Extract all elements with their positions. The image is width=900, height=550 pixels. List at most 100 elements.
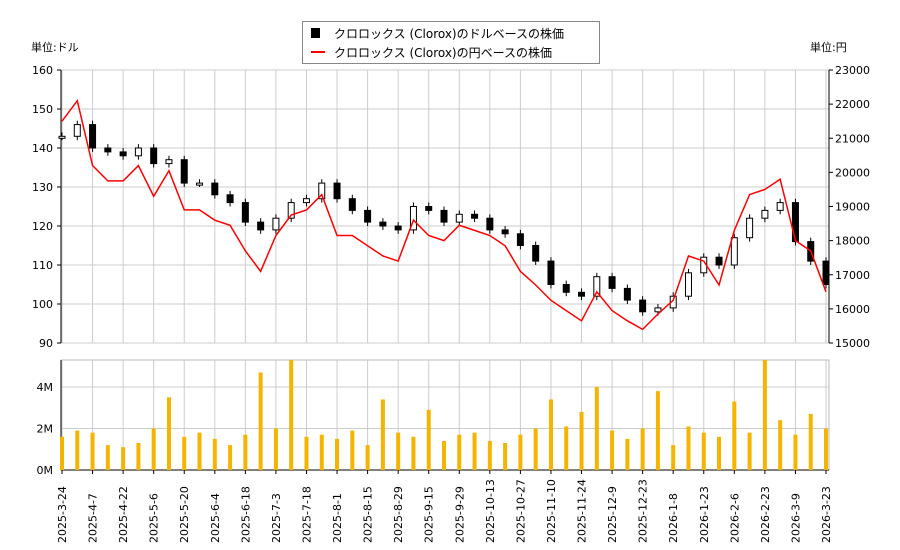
- volume-bar: [212, 438, 217, 470]
- x-tick-label: 2025-6-18: [239, 486, 252, 543]
- candle-body: [302, 198, 310, 204]
- volume-bar: [793, 434, 798, 470]
- y-left-tick-label: 90: [39, 337, 53, 350]
- candle-body: [89, 124, 97, 149]
- volume-bar: [579, 411, 584, 470]
- candle-body: [471, 213, 479, 219]
- x-tick-label: 2026-3-23: [820, 486, 833, 543]
- candle-body: [104, 147, 112, 153]
- candle-body: [715, 256, 723, 266]
- candle-body: [730, 237, 738, 266]
- volume-bar: [808, 413, 813, 470]
- candle-body: [165, 159, 173, 165]
- y-left-tick-label: 140: [32, 142, 53, 155]
- y-left-tick-label: 150: [32, 103, 53, 116]
- volume-bar: [396, 432, 401, 470]
- legend-item-jpy: クロロックス (Clorox)の円ベースの株価: [311, 43, 552, 61]
- candle-body: [180, 159, 188, 184]
- volume-tick-label: 0M: [37, 464, 54, 477]
- y-left-tick-label: 110: [32, 259, 53, 272]
- candle-body: [211, 182, 219, 196]
- legend-item-usd: クロロックス (Clorox)のドルベースの株価: [311, 24, 564, 42]
- volume-bar: [640, 428, 645, 470]
- y-left-tick-label: 160: [32, 64, 53, 77]
- x-tick-label: 2025-9-15: [423, 486, 436, 543]
- y-right-tick-label: 17000: [835, 269, 870, 282]
- volume-bar: [105, 445, 110, 470]
- volume-bar: [350, 430, 355, 470]
- volume-bar: [182, 436, 187, 470]
- candle-body: [394, 225, 402, 231]
- candle-body: [318, 182, 326, 200]
- volume-bar: [426, 409, 431, 470]
- y-right-tick-label: 16000: [835, 303, 870, 316]
- x-tick-label: 2025-4-22: [117, 486, 130, 543]
- volume-bar: [747, 432, 752, 470]
- volume-bar: [503, 443, 508, 470]
- candle-body: [241, 202, 249, 223]
- candle-body: [684, 272, 692, 297]
- candle-body: [364, 209, 372, 223]
- x-tick-label: 2025-7-18: [300, 486, 313, 543]
- volume-bar: [258, 372, 263, 470]
- candle-body: [455, 213, 463, 223]
- y-right-tick-label: 21000: [835, 132, 870, 145]
- volume-bar: [121, 447, 126, 470]
- volume-bar: [594, 386, 599, 470]
- volume-bar: [824, 428, 828, 470]
- x-tick-label: 2025-11-24: [576, 479, 589, 543]
- x-tick-label: 2025-8-29: [392, 486, 405, 543]
- volume-bar: [228, 445, 233, 470]
- candle-body: [532, 245, 540, 262]
- x-tick-label: 2025-8-15: [362, 486, 375, 543]
- volume-bar: [60, 436, 64, 470]
- price-plot-area: [60, 69, 830, 344]
- candle-body: [134, 147, 142, 157]
- candle-body: [639, 299, 647, 313]
- volume-bar: [151, 428, 156, 470]
- x-tick-label: 2025-10-27: [514, 479, 527, 543]
- candle-body: [562, 284, 570, 293]
- x-tick-label: 2025-5-6: [148, 493, 161, 543]
- x-tick-label: 2025-6-4: [209, 493, 222, 543]
- candle-body: [623, 287, 631, 301]
- candle-body: [409, 206, 417, 231]
- y-right-tick-label: 22000: [835, 98, 870, 111]
- y-left-tick-label: 120: [32, 220, 53, 233]
- y-right-tick-label: 18000: [835, 235, 870, 248]
- volume-bar: [166, 397, 171, 470]
- right-axis-unit: 単位:円: [810, 41, 847, 54]
- volume-bar: [75, 430, 80, 470]
- x-tick-label: 2026-1-8: [667, 493, 680, 543]
- candle-body: [150, 147, 158, 165]
- x-tick-label: 2026-2-6: [728, 493, 741, 543]
- candle-body: [333, 182, 341, 200]
- candle-body: [746, 217, 754, 239]
- candle-body: [776, 202, 784, 211]
- x-tick-label: 2025-11-10: [545, 479, 558, 543]
- volume-bar: [365, 445, 370, 470]
- legend-marker-jpy: [311, 51, 325, 53]
- volume-bar: [273, 428, 278, 470]
- left-axis-unit: 単位:ドル: [31, 41, 79, 54]
- candle-body: [608, 276, 616, 289]
- y-right-tick-label: 20000: [835, 166, 870, 179]
- volume-bar: [732, 401, 737, 470]
- candle-body: [501, 229, 509, 235]
- candle-body: [287, 202, 295, 219]
- candle-body: [822, 260, 830, 286]
- volume-bar: [778, 420, 783, 470]
- candle-body: [486, 217, 494, 231]
- x-tick-label: 2025-3-24: [56, 486, 69, 543]
- candle-body: [226, 194, 234, 204]
- legend: クロロックス (Clorox)のドルベースの株価 クロロックス (Clorox)…: [302, 21, 600, 64]
- volume-bar: [548, 399, 553, 470]
- volume-bar: [487, 440, 492, 470]
- candle-body: [379, 221, 387, 227]
- legend-label-jpy: クロロックス (Clorox)の円ベースの株価: [334, 45, 553, 60]
- jpy-price-line: [61, 98, 827, 331]
- volume-bar: [717, 436, 722, 470]
- candle-body: [196, 182, 204, 186]
